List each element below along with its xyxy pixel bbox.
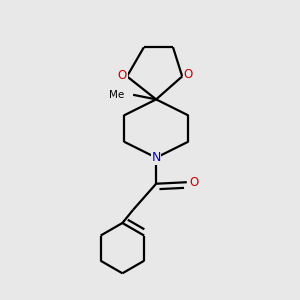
Text: N: N (152, 151, 161, 164)
Text: O: O (118, 69, 127, 82)
Text: O: O (183, 68, 192, 81)
Text: O: O (189, 176, 198, 189)
Text: Me: Me (109, 90, 124, 100)
